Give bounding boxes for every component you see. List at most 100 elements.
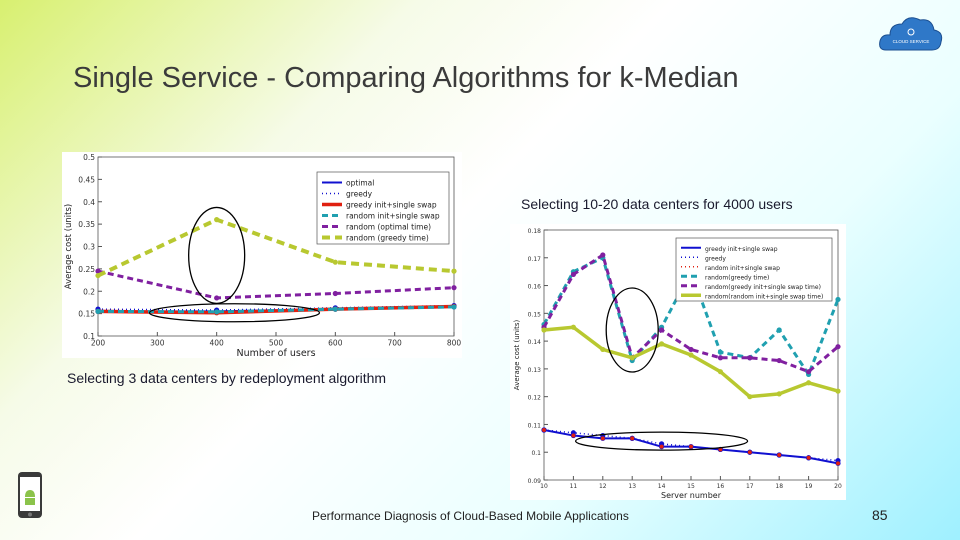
legend-box <box>675 237 833 302</box>
series-group <box>95 304 457 315</box>
series-group <box>95 268 457 301</box>
data-point <box>835 388 841 394</box>
data-point <box>600 252 606 258</box>
data-point <box>659 327 665 333</box>
data-point <box>95 308 101 314</box>
data-point <box>332 306 338 312</box>
series-line <box>97 269 455 300</box>
x-axis-label: Number of users <box>236 348 315 358</box>
x-tick-label: 15 <box>687 483 695 490</box>
legend-entry: random(greedy init+single swap time) <box>705 284 821 291</box>
y-tick-label: 0.11 <box>528 422 542 429</box>
data-point <box>688 346 694 353</box>
data-point <box>600 346 606 353</box>
series-group <box>95 217 457 279</box>
series-group <box>541 324 841 400</box>
x-tick-label: 17 <box>746 483 754 490</box>
chart-svg: 0.09 0.1 0.11 0.12 0.13 0.14 0.15 0.16 0.17 0.18 1… <box>510 224 846 500</box>
data-point <box>451 304 457 310</box>
data-point <box>689 444 693 449</box>
data-point <box>836 461 840 466</box>
x-tick-label: 400 <box>210 339 225 348</box>
y-tick-label: 0.18 <box>528 228 542 235</box>
data-point <box>630 436 635 441</box>
highlight-ellipse <box>574 431 749 451</box>
data-point <box>659 444 664 449</box>
y-tick-label: 0.14 <box>528 339 542 346</box>
right-chart-caption: Selecting 10-20 data centers for 4000 us… <box>521 196 793 212</box>
data-point <box>806 455 811 460</box>
legend-entry: greedy init+single swap <box>705 246 778 253</box>
data-point <box>451 285 457 291</box>
data-point <box>332 259 338 265</box>
legend-box <box>316 171 450 245</box>
data-point <box>600 436 605 441</box>
data-point <box>659 341 665 347</box>
y-tick-label: 0.1 <box>83 332 95 341</box>
data-point <box>777 453 782 457</box>
y-axis-label: Average cost (units) <box>513 320 521 391</box>
data-point <box>629 355 635 361</box>
users-cost-chart: 0.1 0.15 0.2 0.25 0.3 0.35 0.4 0.45 0.5 200 300 400… <box>62 152 462 359</box>
y-tick-label: 0.3 <box>83 243 95 252</box>
chart-svg: 0.1 0.15 0.2 0.25 0.3 0.35 0.4 0.45 0.5 200 300 400… <box>62 152 462 359</box>
y-tick-label: 0.16 <box>528 284 542 291</box>
page-number: 85 <box>872 507 888 523</box>
series-group <box>542 428 840 466</box>
data-point <box>717 355 723 361</box>
y-tick-label: 0.2 <box>83 287 95 296</box>
x-tick-label: 800 <box>447 339 462 348</box>
x-tick-label: 500 <box>269 339 284 348</box>
data-point <box>451 268 457 274</box>
x-axis-label: Server number <box>661 491 722 500</box>
data-point <box>570 271 576 278</box>
series-line <box>97 217 455 278</box>
highlight-ellipse <box>148 303 321 323</box>
y-tick-label: 0.09 <box>528 478 542 485</box>
x-tick-label: 300 <box>150 339 165 348</box>
legend-entry: random init+single swap <box>346 212 440 221</box>
y-tick-label: 0.15 <box>528 311 542 318</box>
data-point <box>717 369 723 375</box>
x-tick-label: 16 <box>717 483 725 490</box>
y-tick-label: 0.4 <box>83 198 95 207</box>
x-tick-label: 18 <box>775 483 783 490</box>
x-tick-label: 10 <box>540 483 548 490</box>
y-axis-label: Average cost (units) <box>64 204 74 289</box>
data-point <box>332 290 338 297</box>
x-tick-label: 19 <box>805 483 813 490</box>
legend-entry: greedy init+single swap <box>346 201 437 210</box>
legend-entry: random(random init+single swap time) <box>705 293 823 300</box>
x-tick-label: 700 <box>388 339 403 348</box>
android-phone-icon <box>18 472 42 518</box>
left-chart-caption: Selecting 3 data centers by redeployment… <box>67 370 387 386</box>
y-tick-label: 0.12 <box>528 395 542 402</box>
highlight-ellipse <box>605 287 659 373</box>
y-tick-label: 0.35 <box>78 220 95 229</box>
y-tick-label: 0.25 <box>78 265 95 274</box>
data-point <box>835 296 841 303</box>
x-tick-label: 20 <box>834 483 842 490</box>
data-point <box>717 349 723 355</box>
legend-entry: random (optimal time) <box>346 223 431 232</box>
y-tick-label: 0.17 <box>528 256 542 263</box>
data-point <box>571 433 576 438</box>
legend-entry: greedy <box>705 255 726 262</box>
x-tick-label: 200 <box>91 339 106 348</box>
data-point <box>718 447 723 452</box>
data-point <box>214 217 220 223</box>
legend-entry: greedy <box>346 190 373 199</box>
legend-entry: optimal <box>346 179 374 188</box>
data-point <box>95 268 101 274</box>
data-point <box>541 327 547 333</box>
cloud-logo-icon: CLOUD SERVICE <box>879 17 943 51</box>
slide-title: Single Service - Comparing Algorithms fo… <box>73 62 739 94</box>
y-tick-label: 0.15 <box>78 310 95 319</box>
footer-text: Performance Diagnosis of Cloud-Based Mob… <box>312 509 629 523</box>
series-group <box>541 252 841 375</box>
logo-text: CLOUD SERVICE <box>893 39 930 44</box>
series-line <box>542 253 839 374</box>
y-tick-label: 0.45 <box>78 175 95 184</box>
data-point <box>214 309 220 315</box>
data-point <box>806 369 812 375</box>
